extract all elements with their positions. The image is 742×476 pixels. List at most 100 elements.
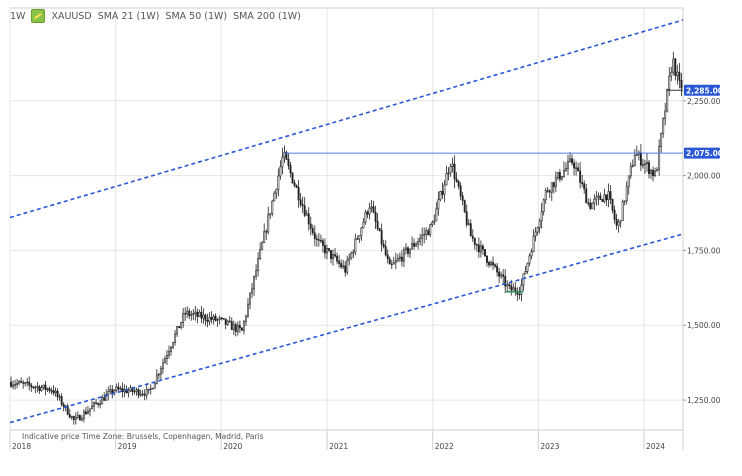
candle-body bbox=[504, 276, 507, 287]
candle-body bbox=[650, 169, 652, 174]
candle-body bbox=[111, 389, 114, 394]
candle-body bbox=[119, 388, 122, 390]
candle-body bbox=[91, 405, 93, 410]
candle-body bbox=[394, 260, 397, 263]
candle-body bbox=[62, 404, 65, 408]
candle-body bbox=[530, 251, 533, 257]
candle-body bbox=[579, 170, 582, 183]
candle-body bbox=[87, 410, 89, 415]
candle-body bbox=[368, 207, 371, 215]
candle-body bbox=[536, 227, 539, 233]
candle-body bbox=[267, 214, 270, 233]
candle-body bbox=[12, 384, 14, 387]
candle-body bbox=[565, 167, 567, 171]
indicator-sma-200[interactable]: SMA 200 (1W) bbox=[233, 10, 301, 22]
candle-body bbox=[129, 387, 132, 392]
candle-body bbox=[615, 218, 618, 226]
candle-body bbox=[641, 164, 644, 166]
candle-body bbox=[617, 221, 620, 226]
candle-body bbox=[103, 397, 106, 401]
candle-body bbox=[24, 382, 27, 384]
candle-body bbox=[540, 211, 543, 222]
candle-body bbox=[315, 238, 318, 240]
gold-bar-icon bbox=[31, 9, 46, 23]
candle-body bbox=[240, 327, 243, 331]
candle-body bbox=[524, 271, 527, 275]
candle-body bbox=[654, 170, 657, 177]
candle-body bbox=[494, 264, 497, 267]
candle-body bbox=[277, 175, 280, 190]
candle-body bbox=[415, 243, 418, 247]
candle-body bbox=[157, 373, 160, 376]
candle-body bbox=[631, 165, 634, 167]
candle-body bbox=[350, 252, 353, 259]
symbol-label[interactable]: XAUUSD bbox=[51, 10, 92, 22]
candle-body bbox=[575, 167, 578, 169]
candle-body bbox=[528, 255, 531, 264]
candle-body bbox=[176, 326, 179, 335]
candle-body bbox=[548, 190, 551, 193]
candle-body bbox=[303, 205, 306, 216]
candle-body bbox=[236, 325, 239, 332]
candle-body bbox=[273, 192, 276, 202]
interval-label[interactable]: 1W bbox=[10, 10, 26, 22]
candle-body bbox=[569, 158, 571, 162]
candle-body bbox=[477, 244, 480, 253]
candle-body bbox=[214, 315, 217, 321]
candle-body bbox=[662, 118, 665, 134]
x-tick-label: 2022 bbox=[435, 442, 454, 451]
candle-body bbox=[10, 381, 12, 387]
candle-body bbox=[147, 388, 150, 391]
candle-body bbox=[291, 172, 294, 184]
candle-body bbox=[30, 384, 33, 388]
candle-body bbox=[253, 276, 256, 290]
candle-body bbox=[263, 231, 266, 243]
candle-body bbox=[342, 265, 345, 268]
candle-body bbox=[463, 200, 466, 213]
candle-body bbox=[166, 355, 168, 359]
candle-body bbox=[666, 88, 669, 112]
channel-lower-line bbox=[9, 233, 684, 424]
candle-body bbox=[14, 384, 17, 386]
candle-body bbox=[560, 176, 563, 180]
candle-body bbox=[194, 311, 197, 314]
candle-body bbox=[161, 362, 164, 370]
y-tick-label: 1,750.00 bbox=[687, 246, 721, 255]
candle-body bbox=[56, 390, 59, 397]
candle-body bbox=[145, 389, 148, 396]
candle-body bbox=[232, 324, 235, 331]
candle-body bbox=[34, 386, 37, 389]
candle-body bbox=[127, 390, 130, 394]
indicator-sma-21[interactable]: SMA 21 (1W) bbox=[97, 10, 160, 22]
candle-body bbox=[117, 386, 120, 390]
candle-body bbox=[652, 169, 655, 177]
candle-body bbox=[567, 160, 569, 169]
candle-body bbox=[72, 416, 75, 420]
x-tick-label: 2024 bbox=[646, 442, 665, 451]
candle-body bbox=[299, 199, 302, 205]
candle-body bbox=[372, 206, 375, 213]
candle-body bbox=[309, 223, 312, 229]
candle-body bbox=[680, 80, 683, 89]
candle-body bbox=[36, 386, 39, 388]
candle-body bbox=[70, 416, 73, 418]
plot-frame bbox=[9, 7, 684, 431]
candle-body bbox=[550, 182, 553, 193]
candle-body bbox=[362, 221, 365, 229]
candle-body bbox=[587, 202, 590, 204]
candle-body bbox=[510, 285, 513, 291]
candle-body bbox=[186, 310, 189, 315]
candle-body bbox=[220, 317, 223, 319]
candle-body bbox=[490, 262, 492, 266]
candle-body bbox=[159, 368, 162, 375]
candle-body bbox=[506, 284, 509, 287]
candle-body bbox=[269, 213, 272, 216]
candle-body bbox=[85, 411, 87, 415]
candle-body bbox=[479, 245, 482, 253]
candle-body bbox=[475, 244, 478, 246]
indicator-sma-50[interactable]: SMA 50 (1W) bbox=[165, 10, 228, 22]
candle-body bbox=[153, 382, 156, 389]
candle-body bbox=[95, 402, 98, 404]
